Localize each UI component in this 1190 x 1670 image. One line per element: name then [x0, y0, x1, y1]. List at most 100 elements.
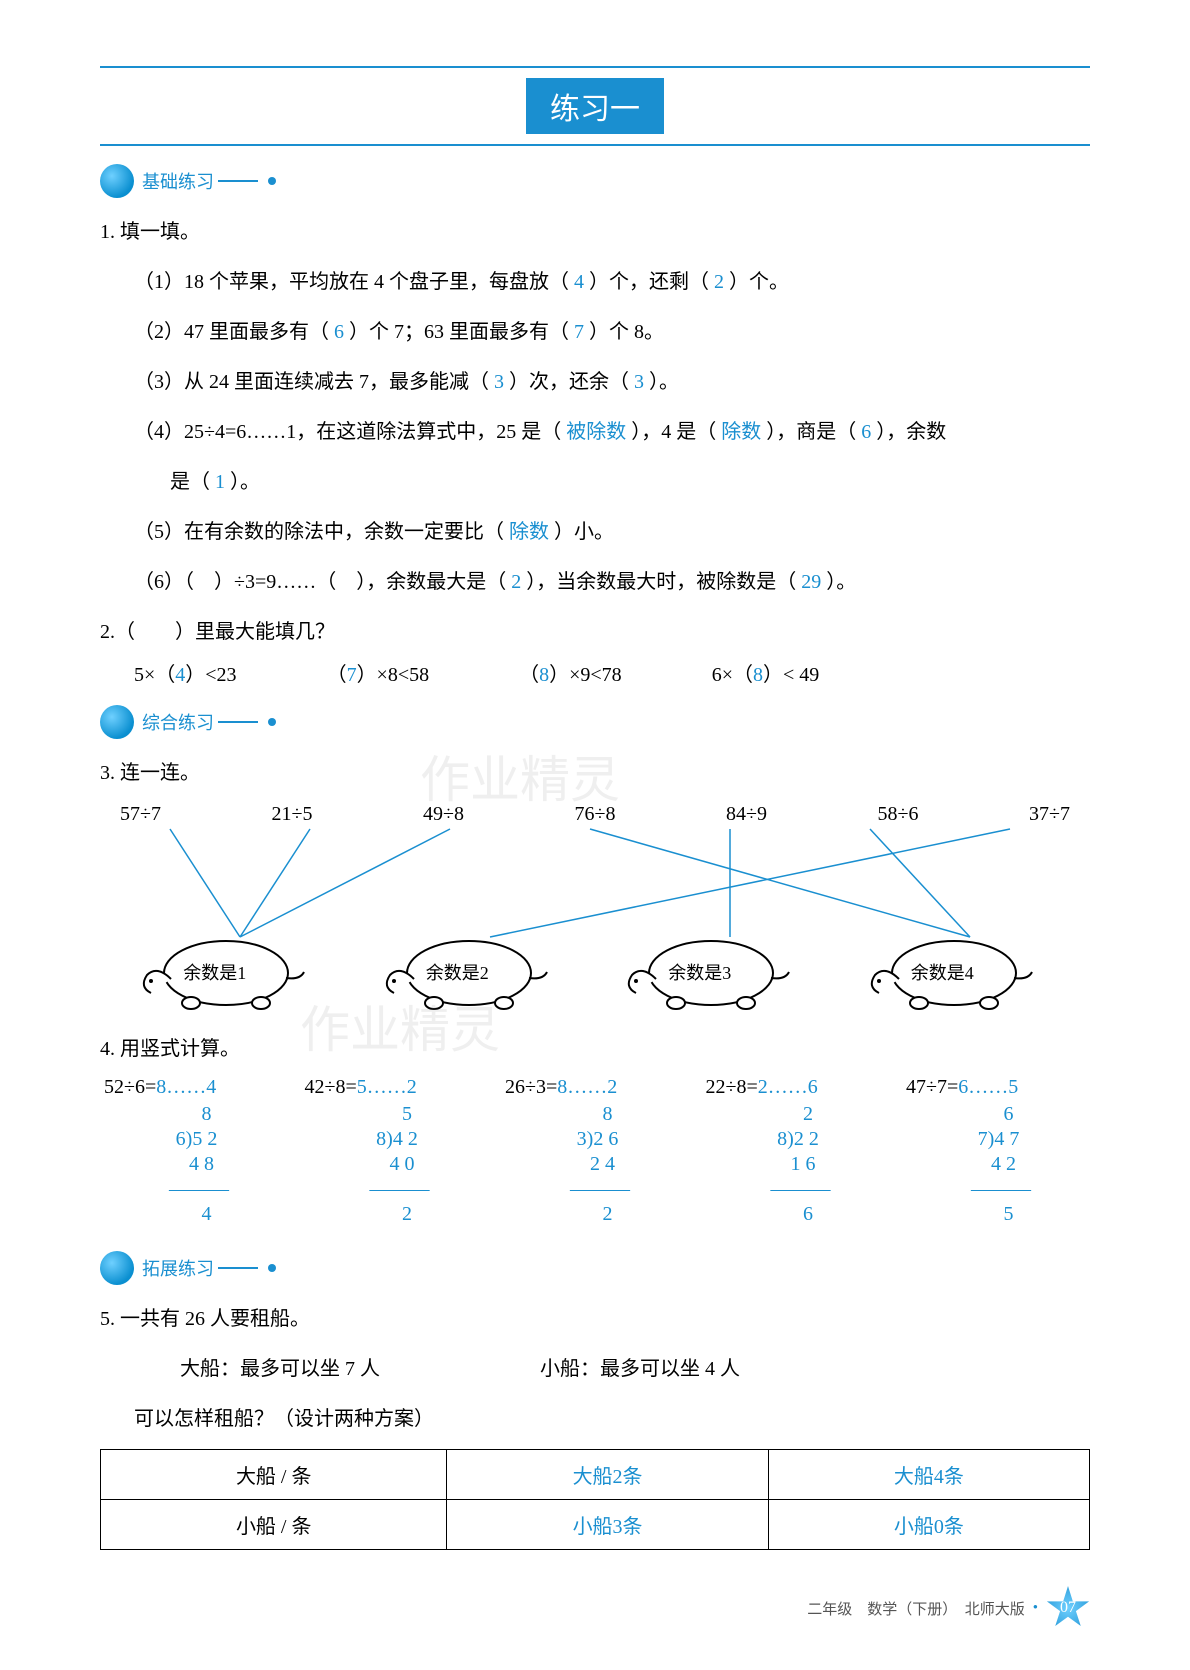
q1-5: （5）在有余数的除法中，余数一定要比（ 除数 ）小。 — [100, 512, 1090, 552]
vertical-division: 47÷7=6……5 6 7)4 7 4 2 ——— 5 — [906, 1075, 1086, 1227]
q4-row: 52÷6=8……4 8 6)5 2 4 8 ——— 442÷8=5……2 5 8… — [100, 1075, 1090, 1227]
page-title: 练习一 — [526, 78, 664, 134]
bubble-icon — [100, 164, 134, 198]
t: （3）从 24 里面连续减去 7，最多能减（ — [134, 371, 489, 393]
q2-item: （8）×9<78 — [519, 658, 622, 687]
t: ），商是（ — [766, 421, 856, 443]
match-top-item: 21÷5 — [272, 803, 313, 826]
section-comp: 综合练习 — [100, 705, 1090, 739]
q1-6: （6）（ ）÷3=9……（ ），余数最大是（ 2 ），当余数最大时，被除数是（ … — [100, 562, 1090, 602]
t: （2）47 里面最多有（ — [134, 321, 329, 343]
q5-ask: 可以怎样租船？（设计两种方案） — [100, 1399, 1090, 1439]
t: ），当余数最大时，被除数是（ — [526, 571, 796, 593]
title-band: 练习一 — [100, 78, 1090, 134]
match-top-item: 76÷8 — [575, 803, 616, 826]
ans: 2 — [714, 271, 724, 293]
ans: 2 — [511, 571, 521, 593]
q2-row: 5×（4）<23 （7）×8<58 （8）×9<78 6×（8）< 49 — [100, 658, 1090, 687]
dot-icon — [268, 1264, 276, 1272]
q1-4: （4）25÷4=6……1，在这道除法算式中，25 是（ 被除数 ），4 是（ 除… — [100, 412, 1090, 452]
q1-4b: 是（ 1 ）。 — [100, 462, 1090, 502]
section-basic: 基础练习 — [100, 164, 1090, 198]
q1-3: （3）从 24 里面连续减去 7，最多能减（ 3 ）次，还余（ 3 ）。 — [100, 362, 1090, 402]
q3-heading: 3. 连一连。 — [100, 753, 1090, 793]
t: （6）（ ）÷3=9……（ ），余数最大是（ — [134, 571, 506, 593]
t: ）次，还余（ — [509, 371, 629, 393]
section-line — [218, 1267, 258, 1269]
q5-info: 大船：最多可以坐 7 人 小船：最多可以坐 4 人 — [100, 1349, 1090, 1389]
small-boat: 小船：最多可以坐 4 人 — [540, 1349, 740, 1389]
t: ）。 — [230, 471, 260, 493]
turtle-icon: 余数是1 — [131, 923, 331, 1013]
ans: 6 — [861, 421, 871, 443]
section-line — [218, 180, 258, 182]
q2-item: （7）×8<58 — [327, 658, 430, 687]
q1-heading: 1. 填一填。 — [100, 212, 1090, 252]
ans: 4 — [574, 271, 584, 293]
t: ）。 — [649, 371, 679, 393]
match-top-item: 57÷7 — [120, 803, 161, 826]
section-line — [218, 721, 258, 723]
cell: 小船 / 条 — [101, 1500, 447, 1550]
q1-1: （1）18 个苹果，平均放在 4 个盘子里，每盘放（ 4 ）个，还剩（ 2 ）个… — [100, 262, 1090, 302]
top-rule-2 — [100, 144, 1090, 146]
vertical-division: 22÷8=2……6 2 8)2 2 1 6 ——— 6 — [706, 1075, 886, 1227]
table-row: 小船 / 条 小船3条 小船0条 — [101, 1500, 1090, 1550]
match-top-item: 58÷6 — [878, 803, 919, 826]
t: ）个 8。 — [589, 321, 664, 343]
q5-heading: 5. 一共有 26 人要租船。 — [100, 1299, 1090, 1339]
q4-heading: 4. 用竖式计算。 — [100, 1029, 1090, 1069]
match-diagram: 57÷721÷549÷876÷884÷958÷637÷7 余数是1余数是2余数是… — [100, 803, 1090, 1013]
footer: 二年级 数学（下册） 北师大版 • 07 — [807, 1586, 1090, 1630]
t: 是（ — [170, 471, 210, 493]
vertical-division: 42÷8=5……2 5 8)4 2 4 0 ——— 2 — [305, 1075, 485, 1227]
ans: 3 — [634, 371, 644, 393]
big-boat: 大船：最多可以坐 7 人 — [180, 1349, 380, 1389]
vertical-division: 26÷3=8……2 8 3)2 6 2 4 ——— 2 — [505, 1075, 685, 1227]
turtle-icon: 余数是4 — [859, 923, 1059, 1013]
section-basic-label: 基础练习 — [142, 168, 214, 194]
t: （4）25÷4=6……1，在这道除法算式中，25 是（ — [134, 421, 561, 443]
section-ext: 拓展练习 — [100, 1251, 1090, 1285]
cell: 小船0条 — [768, 1500, 1089, 1550]
ans: 29 — [801, 571, 821, 593]
page-number-star: 07 — [1046, 1586, 1090, 1630]
top-rule — [100, 66, 1090, 68]
cell: 大船4条 — [768, 1450, 1089, 1500]
boat-table: 大船 / 条 大船2条 大船4条 小船 / 条 小船3条 小船0条 — [100, 1449, 1090, 1550]
section-comp-label: 综合练习 — [142, 709, 214, 735]
ans: 1 — [215, 471, 225, 493]
ans: 被除数 — [566, 421, 626, 443]
t: ），4 是（ — [631, 421, 716, 443]
dot-icon — [268, 177, 276, 185]
ans: 6 — [334, 321, 344, 343]
t: ）个，还剩（ — [589, 271, 709, 293]
turtle-icon: 余数是3 — [616, 923, 816, 1013]
match-top-item: 49÷8 — [423, 803, 464, 826]
ans: 除数 — [509, 521, 549, 543]
section-ext-label: 拓展练习 — [142, 1255, 214, 1281]
ans: 除数 — [721, 421, 761, 443]
match-top-item: 37÷7 — [1029, 803, 1070, 826]
cell: 大船2条 — [447, 1450, 768, 1500]
ans: 7 — [574, 321, 584, 343]
t: ）个。 — [729, 271, 789, 293]
cell: 大船 / 条 — [101, 1450, 447, 1500]
cell: 小船3条 — [447, 1500, 768, 1550]
q2-heading: 2.（ ）里最大能填几？ — [100, 612, 1090, 652]
turtle-icon: 余数是2 — [374, 923, 574, 1013]
match-bot-row: 余数是1 余数是2 余数是3 余数是4 — [100, 923, 1090, 1013]
q2-item: 5×（4）<23 — [134, 658, 237, 687]
dot-icon — [268, 718, 276, 726]
bubble-icon — [100, 705, 134, 739]
match-top-row: 57÷721÷549÷876÷884÷958÷637÷7 — [100, 803, 1090, 826]
t: （5）在有余数的除法中，余数一定要比（ — [134, 521, 504, 543]
t: （1）18 个苹果，平均放在 4 个盘子里，每盘放（ — [134, 271, 569, 293]
t: ）个 7；63 里面最多有（ — [349, 321, 569, 343]
vertical-division: 52÷6=8……4 8 6)5 2 4 8 ——— 4 — [104, 1075, 284, 1227]
q1-2: （2）47 里面最多有（ 6 ）个 7；63 里面最多有（ 7 ）个 8。 — [100, 312, 1090, 352]
ans: 3 — [494, 371, 504, 393]
q2-item: 6×（8）< 49 — [712, 658, 820, 687]
t: ），余数 — [876, 421, 946, 443]
table-row: 大船 / 条 大船2条 大船4条 — [101, 1450, 1090, 1500]
